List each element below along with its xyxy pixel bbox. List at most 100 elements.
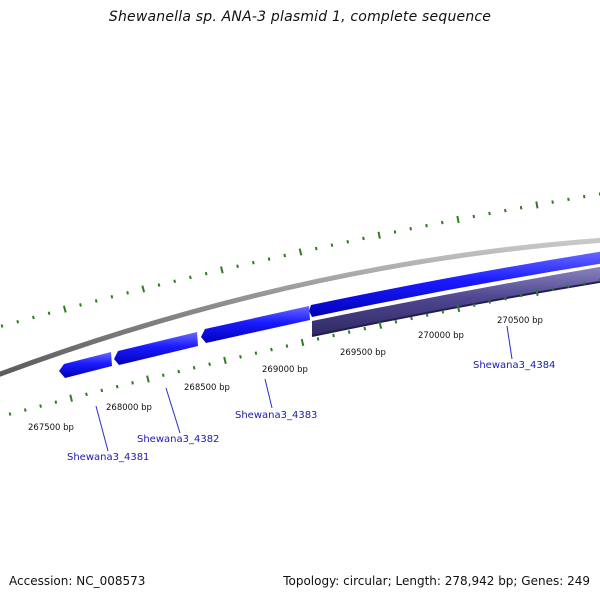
gene-label[interactable]: Shewana3_4382 bbox=[137, 434, 219, 445]
outer-ring-minor-tick bbox=[440, 220, 444, 225]
outer-ring-minor-tick bbox=[16, 319, 20, 324]
outer-ring-minor-tick bbox=[472, 214, 476, 219]
inner-ring-major-tick bbox=[456, 304, 461, 313]
genes-label: Genes: bbox=[521, 574, 564, 588]
inner-ring-minor-tick bbox=[488, 300, 492, 304]
outer-ring-minor-tick bbox=[79, 303, 82, 307]
inner-ring-minor-tick bbox=[551, 287, 554, 291]
inner-ring-minor-tick bbox=[363, 326, 367, 331]
outer-ring-minor-tick bbox=[314, 246, 318, 251]
gene-reverse-strand bbox=[312, 266, 600, 336]
outer-ring-minor-tick bbox=[551, 200, 554, 204]
outer-ring-minor-tick bbox=[47, 311, 51, 316]
outer-ring-minor-tick bbox=[567, 197, 570, 202]
inner-ring-minor-tick bbox=[394, 320, 398, 324]
leader-line-4381 bbox=[95, 405, 109, 452]
position-label: 269000 bp bbox=[262, 365, 308, 375]
inner-tick-ring bbox=[8, 278, 600, 416]
position-label: 269500 bp bbox=[340, 348, 386, 358]
inner-ring-major-tick bbox=[535, 288, 539, 296]
inner-ring-minor-tick bbox=[85, 392, 88, 397]
inner-ring-minor-tick bbox=[100, 388, 104, 393]
accession-label: Accession: bbox=[9, 574, 73, 588]
inner-ring-minor-tick bbox=[567, 284, 570, 288]
sequence-summary: Topology: circular; Length: 278,942 bp; … bbox=[283, 574, 590, 588]
gene-label[interactable]: Shewana3_4381 bbox=[67, 452, 149, 463]
topology-value: circular bbox=[343, 574, 388, 588]
inner-ring-minor-tick bbox=[472, 303, 476, 308]
position-label: 270500 bp bbox=[497, 316, 543, 326]
outer-ring-minor-tick bbox=[94, 299, 98, 303]
inner-ring-major-tick bbox=[69, 394, 73, 402]
inner-ring-minor-tick bbox=[131, 380, 134, 385]
plasmid-backbone bbox=[0, 237, 600, 377]
inner-ring-minor-tick bbox=[254, 351, 258, 355]
position-label: 270000 bp bbox=[418, 331, 464, 341]
outer-tick-ring bbox=[0, 192, 600, 328]
gene-shewana3-4381[interactable] bbox=[59, 352, 112, 378]
gene-reverse-strand-edge bbox=[311, 280, 600, 337]
inner-ring-minor-tick bbox=[54, 400, 58, 404]
gene-shewana3-4383[interactable] bbox=[201, 306, 310, 343]
genes-value: 249 bbox=[567, 574, 590, 588]
inner-ring-minor-tick bbox=[115, 384, 119, 389]
gene-shewana3-4384[interactable] bbox=[309, 251, 600, 317]
outer-ring-minor-tick bbox=[409, 227, 412, 231]
topology-label: Topology: bbox=[283, 574, 340, 588]
inner-ring-minor-tick bbox=[8, 412, 12, 416]
inner-ring-minor-tick bbox=[208, 362, 211, 366]
inner-ring-minor-tick bbox=[192, 365, 196, 370]
outer-ring-minor-tick bbox=[346, 239, 350, 244]
leader-line-4383 bbox=[264, 378, 273, 409]
outer-ring-minor-tick bbox=[504, 208, 507, 213]
outer-ring-minor-tick bbox=[32, 315, 35, 320]
outer-ring-minor-tick bbox=[283, 253, 287, 258]
inner-ring-minor-tick bbox=[410, 316, 413, 321]
outer-ring-major-tick bbox=[298, 248, 303, 256]
inner-ring-minor-tick bbox=[519, 293, 523, 298]
inner-ring-minor-tick bbox=[177, 369, 181, 374]
leader-line-4384 bbox=[506, 325, 513, 360]
outer-ring-minor-tick bbox=[173, 279, 177, 284]
outer-ring-minor-tick bbox=[0, 324, 4, 328]
inner-ring-minor-tick bbox=[23, 408, 27, 412]
outer-ring-minor-tick bbox=[425, 223, 428, 228]
outer-ring-minor-tick bbox=[582, 194, 586, 199]
outer-ring-major-tick bbox=[535, 201, 539, 209]
inner-ring-major-tick bbox=[378, 321, 383, 329]
gene-label[interactable]: Shewana3_4383 bbox=[235, 410, 317, 421]
outer-ring-minor-tick bbox=[204, 271, 208, 276]
position-label: 268500 bp bbox=[184, 383, 230, 393]
accession-value: NC_008573 bbox=[76, 574, 146, 588]
outer-ring-minor-tick bbox=[110, 295, 114, 299]
gene-label[interactable]: Shewana3_4384 bbox=[473, 360, 555, 371]
inner-ring-minor-tick bbox=[347, 330, 351, 334]
outer-ring-minor-tick bbox=[330, 243, 334, 247]
inner-ring-minor-tick bbox=[441, 310, 445, 314]
length-value: 278,942 bp bbox=[444, 574, 514, 588]
map-title: Shewanella sp. ANA-3 plasmid 1, complete… bbox=[108, 9, 492, 25]
outer-ring-major-tick bbox=[220, 266, 224, 274]
position-label: 268000 bp bbox=[106, 403, 152, 413]
accession-info: Accession: NC_008573 bbox=[9, 574, 145, 588]
outer-ring-minor-tick bbox=[251, 260, 255, 265]
gene-shewana3-4382[interactable] bbox=[114, 332, 198, 365]
inner-ring-minor-tick bbox=[332, 333, 335, 338]
outer-ring-minor-tick bbox=[393, 230, 397, 234]
outer-ring-minor-tick bbox=[362, 236, 365, 241]
inner-ring-major-tick bbox=[300, 338, 305, 347]
position-label: 267500 bp bbox=[28, 423, 74, 433]
outer-ring-minor-tick bbox=[189, 275, 192, 280]
outer-ring-minor-tick bbox=[157, 283, 161, 287]
inner-ring-minor-tick bbox=[270, 347, 273, 352]
outer-ring-major-tick bbox=[377, 231, 381, 239]
inner-ring-major-tick bbox=[146, 375, 150, 383]
outer-ring-major-tick bbox=[62, 305, 67, 313]
inner-ring-minor-tick bbox=[161, 373, 165, 378]
inner-ring-minor-tick bbox=[504, 297, 507, 301]
inner-ring-minor-tick bbox=[285, 344, 289, 348]
inner-ring-minor-tick bbox=[425, 313, 429, 317]
outer-ring-minor-tick bbox=[519, 205, 523, 210]
